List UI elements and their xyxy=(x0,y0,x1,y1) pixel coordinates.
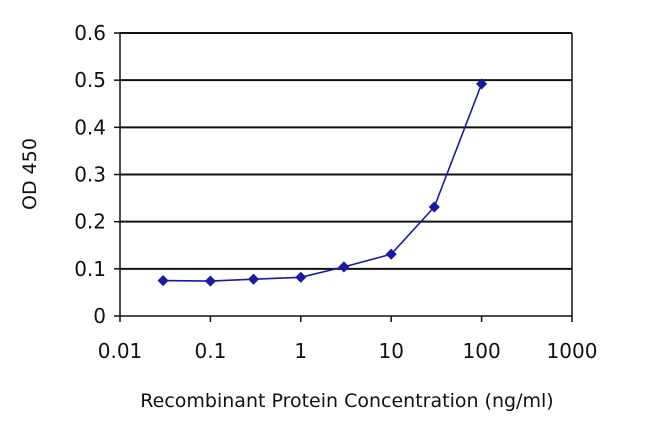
data-point-3 xyxy=(295,271,307,283)
y-tick-label: 0.4 xyxy=(74,115,106,139)
x-tick-label: 100 xyxy=(463,339,501,363)
data-series xyxy=(157,78,488,287)
x-tick-label: 1 xyxy=(294,339,307,363)
y-tick-labels: 0 0.1 0.2 0.3 0.4 0.5 0.6 xyxy=(74,21,106,328)
data-point-5 xyxy=(385,248,397,260)
y-tick-label: 0.6 xyxy=(74,21,106,45)
y-tick-label: 0.3 xyxy=(74,163,106,187)
x-tick-label: 0.1 xyxy=(194,339,226,363)
data-point-0 xyxy=(157,275,169,287)
y-tick-label: 0 xyxy=(93,304,106,328)
data-point-4 xyxy=(338,261,350,273)
x-tick-labels: 0.01 0.1 1 10 100 1000 xyxy=(98,339,598,363)
y-tick-label: 0.1 xyxy=(74,257,106,281)
x-axis-title: Recombinant Protein Concentration (ng/ml… xyxy=(140,390,553,412)
x-tick-label: 10 xyxy=(378,339,403,363)
data-point-6 xyxy=(428,201,440,213)
y-tick-label: 0.2 xyxy=(74,210,106,234)
series-line-0 xyxy=(163,83,483,282)
data-point-2 xyxy=(247,273,260,285)
axes xyxy=(114,32,573,322)
gridlines xyxy=(120,32,572,270)
x-tick-label: 1000 xyxy=(547,339,598,363)
data-point-7 xyxy=(476,78,488,90)
y-tick-label: 0.5 xyxy=(74,68,106,92)
data-point-1 xyxy=(204,275,216,287)
y-axis-title: OD 450 xyxy=(19,138,41,210)
x-tick-label: 0.01 xyxy=(98,339,143,363)
